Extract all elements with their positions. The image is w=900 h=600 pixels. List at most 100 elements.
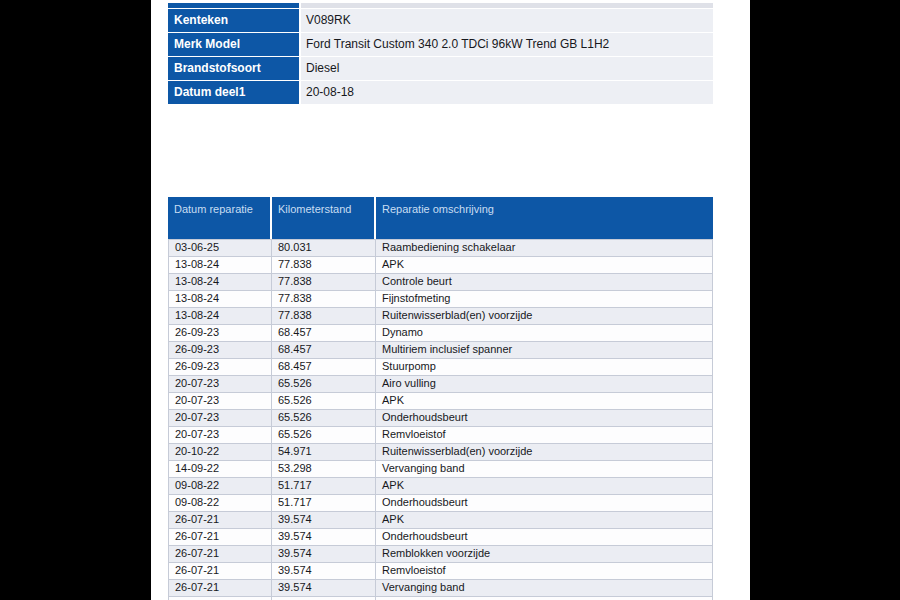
odometer-cell: 68.457 xyxy=(272,359,376,375)
table-row: 14-09-2253.298Vervanging band xyxy=(168,461,713,478)
odometer-cell: 51.717 xyxy=(272,495,376,511)
repair-description-cell: Remvloeistof xyxy=(376,427,713,443)
repair-description-cell: Stuurpomp xyxy=(376,359,713,375)
vehicle-field-value: Ford Transit Custom 340 2.0 TDCi 96kW Tr… xyxy=(301,33,713,56)
vehicle-field-value: Diesel xyxy=(301,57,713,80)
table-row: 26-07-2139.574APK xyxy=(168,512,713,529)
column-header: Reparatie omschrijving xyxy=(376,197,713,239)
table-header-row: Datum reparatieKilometerstandReparatie o… xyxy=(168,197,713,239)
repair-date-cell: 26-07-21 xyxy=(168,563,272,579)
repair-date-cell: 26-09-23 xyxy=(168,359,272,375)
repair-date-cell: 20-07-23 xyxy=(168,410,272,426)
table-row: 20-07-2365.526APK xyxy=(168,393,713,410)
repair-date-cell: 13-08-24 xyxy=(168,257,272,273)
repair-description-cell: Ruitenwisserblad(en) voorzijde xyxy=(376,444,713,460)
odometer-cell: 39.574 xyxy=(272,580,376,596)
vehicle-field-label: Kenteken xyxy=(168,9,299,32)
table-row: 26-07-2139.574Onderhoudsbeurt xyxy=(168,529,713,546)
odometer-cell: 77.838 xyxy=(272,291,376,307)
odometer-cell: 54.971 xyxy=(272,444,376,460)
table-row: 20-10-2254.971Ruitenwisserblad(en) voorz… xyxy=(168,444,713,461)
repair-description-cell: Remvloeistof xyxy=(376,563,713,579)
odometer-cell: 65.526 xyxy=(272,393,376,409)
column-header: Kilometerstand xyxy=(272,197,376,239)
repair-date-cell: 26-07-21 xyxy=(168,529,272,545)
vehicle-field-value: V089RK xyxy=(301,9,713,32)
vehicle-info-row: Datum deel120-08-18 xyxy=(168,81,713,104)
viewer-canvas: { "page": { "canvas_background": "#00000… xyxy=(0,0,900,600)
table-row: 13-08-2477.838Fijnstofmeting xyxy=(168,291,713,308)
table-row: 03-06-2580.031Raambediening schakelaar xyxy=(168,240,713,257)
table-row: 09-08-2251.717Onderhoudsbeurt xyxy=(168,495,713,512)
odometer-cell: 68.457 xyxy=(272,325,376,341)
repair-date-cell: 26-09-23 xyxy=(168,325,272,341)
table-row: 20-07-2365.526Onderhoudsbeurt xyxy=(168,410,713,427)
odometer-cell: 39.574 xyxy=(272,512,376,528)
repair-date-cell: 13-08-24 xyxy=(168,308,272,324)
table-row: 26-07-2139.574Vervanging band xyxy=(168,580,713,597)
repair-description-cell: Vervanging band xyxy=(376,461,713,477)
repair-date-cell: 20-07-23 xyxy=(168,393,272,409)
odometer-cell: 65.526 xyxy=(272,376,376,392)
odometer-cell: 39.574 xyxy=(272,563,376,579)
odometer-cell: 65.526 xyxy=(272,410,376,426)
odometer-cell: 39.574 xyxy=(272,546,376,562)
table-row: 26-09-2368.457Dynamo xyxy=(168,325,713,342)
repair-date-cell: 26-07-21 xyxy=(168,580,272,596)
odometer-cell: 77.838 xyxy=(272,308,376,324)
odometer-cell: 77.838 xyxy=(272,274,376,290)
repair-description-cell: Raambediening schakelaar xyxy=(376,240,713,256)
repair-date-cell: 20-07-23 xyxy=(168,376,272,392)
table-row: 26-09-2368.457Multiriem inclusief spanne… xyxy=(168,342,713,359)
repair-description-cell: Fijnstofmeting xyxy=(376,291,713,307)
repair-description-cell: Controle beurt xyxy=(376,274,713,290)
table-row: 20-07-2365.526Remvloeistof xyxy=(168,427,713,444)
odometer-cell: 77.838 xyxy=(272,257,376,273)
repair-description-cell: Vervanging band xyxy=(376,580,713,596)
odometer-cell: 39.574 xyxy=(272,529,376,545)
repair-description-cell: APK xyxy=(376,478,713,494)
repair-description-cell: Multiriem inclusief spanner xyxy=(376,342,713,358)
odometer-cell: 80.031 xyxy=(272,240,376,256)
vehicle-info-table: KentekenV089RKMerk ModelFord Transit Cus… xyxy=(168,3,713,105)
vehicle-field-label: Merk Model xyxy=(168,33,299,56)
table-body: 03-06-2580.031Raambediening schakelaar13… xyxy=(168,239,713,600)
vehicle-info-row: KentekenV089RK xyxy=(168,9,713,32)
table-row-partial-top xyxy=(168,3,713,8)
vehicle-field-label: Brandstofsoort xyxy=(168,57,299,80)
repair-description-cell: Airo vulling xyxy=(376,376,713,392)
table-row: 26-09-2368.457Stuurpomp xyxy=(168,359,713,376)
table-row: 13-08-2477.838APK xyxy=(168,257,713,274)
odometer-cell: 51.717 xyxy=(272,478,376,494)
vehicle-info-row: BrandstofsoortDiesel xyxy=(168,57,713,80)
table-row: 26-07-2139.574Remvloeistof xyxy=(168,563,713,580)
repair-history-table: Datum reparatieKilometerstandReparatie o… xyxy=(168,197,713,600)
repair-date-cell: 26-09-23 xyxy=(168,342,272,358)
repair-date-cell: 09-08-22 xyxy=(168,478,272,494)
odometer-cell: 68.457 xyxy=(272,342,376,358)
repair-date-cell: 13-08-24 xyxy=(168,291,272,307)
repair-description-cell: Onderhoudsbeurt xyxy=(376,529,713,545)
repair-date-cell: 26-07-21 xyxy=(168,546,272,562)
repair-description-cell: Onderhoudsbeurt xyxy=(376,410,713,426)
repair-date-cell: 03-06-25 xyxy=(168,240,272,256)
table-row: 13-08-2477.838Controle beurt xyxy=(168,274,713,291)
vehicle-field-label: Datum deel1 xyxy=(168,81,299,104)
repair-description-cell: Dynamo xyxy=(376,325,713,341)
repair-date-cell: 09-08-22 xyxy=(168,495,272,511)
repair-date-cell: 26-07-21 xyxy=(168,512,272,528)
repair-description-cell: Onderhoudsbeurt xyxy=(376,495,713,511)
vehicle-field-value: 20-08-18 xyxy=(301,81,713,104)
table-row: 13-08-2477.838Ruitenwisserblad(en) voorz… xyxy=(168,308,713,325)
repair-description-cell: Ruitenwisserblad(en) voorzijde xyxy=(376,308,713,324)
vehicle-value-cell-partial xyxy=(301,3,713,8)
odometer-cell: 53.298 xyxy=(272,461,376,477)
repair-date-cell: 20-07-23 xyxy=(168,427,272,443)
odometer-cell: 65.526 xyxy=(272,427,376,443)
repair-date-cell: 20-10-22 xyxy=(168,444,272,460)
repair-date-cell: 13-08-24 xyxy=(168,274,272,290)
repair-description-cell: Remblokken voorzijde xyxy=(376,546,713,562)
vehicle-label-cell-partial xyxy=(168,3,299,8)
document-page: KentekenV089RKMerk ModelFord Transit Cus… xyxy=(151,0,750,600)
repair-date-cell: 14-09-22 xyxy=(168,461,272,477)
